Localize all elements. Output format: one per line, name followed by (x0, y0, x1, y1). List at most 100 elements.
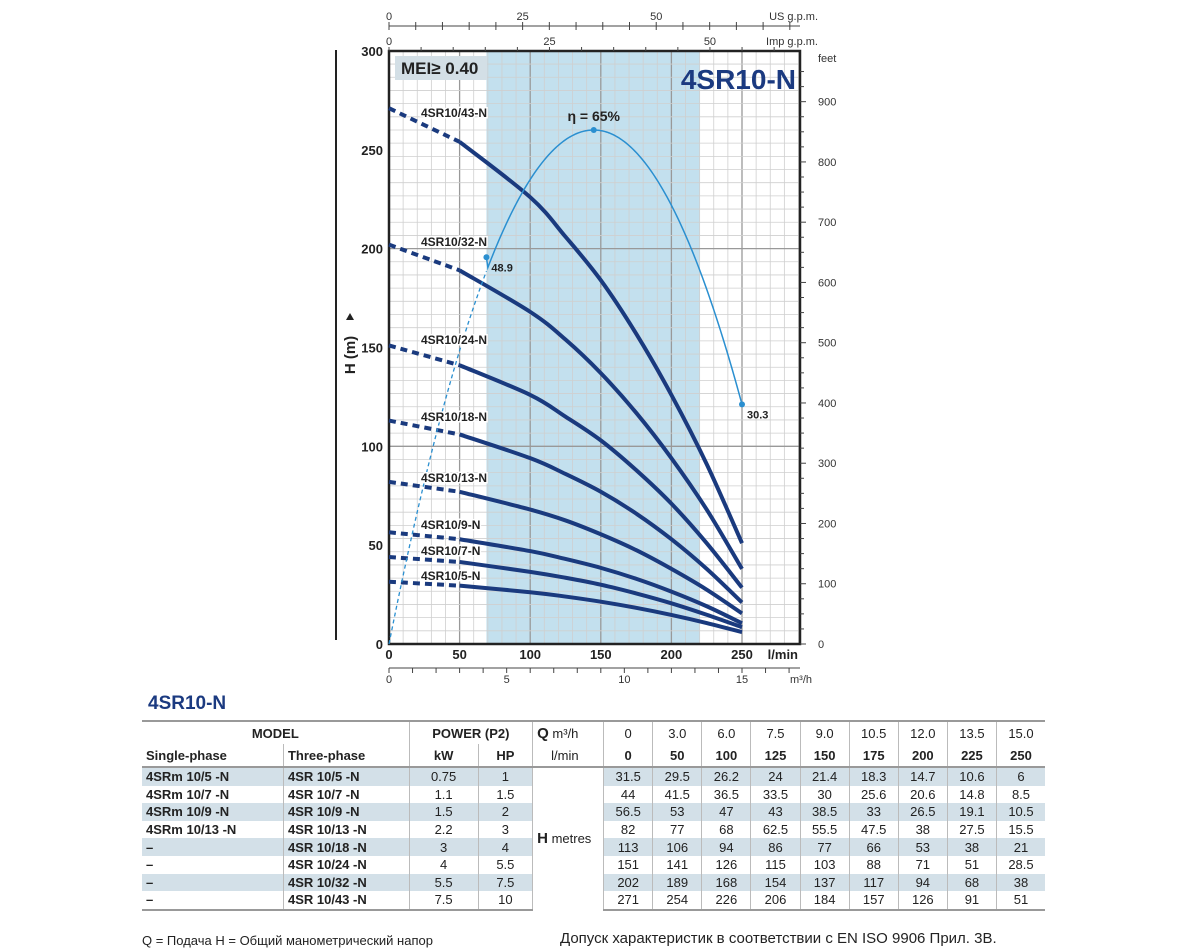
head-value: 77 (800, 838, 850, 856)
head-value: 62.5 (750, 820, 801, 839)
y-axis-arrow-icon (346, 313, 354, 320)
us-gpm-tick-label: 50 (650, 11, 662, 23)
q-m3h-value: 7.5 (750, 720, 801, 744)
head-value: 56.5 (603, 803, 654, 821)
head-value: 26.5 (898, 803, 948, 821)
pump-curve-dashed (388, 343, 461, 368)
feet-tick-label: 700 (818, 217, 836, 229)
q-m3h-value: 12.0 (898, 720, 948, 744)
table-row: –4SR 10/43 -N 7.5 10 271 254 226 206 184 157 126 9… (142, 891, 1045, 911)
head-value: 31.5 (603, 767, 654, 786)
power-hp: 2 (478, 803, 534, 821)
three-phase-model: 4SR 10/24 -N (283, 855, 410, 874)
head-value: 47 (701, 803, 752, 821)
head-value: 184 (800, 891, 850, 911)
pump-curve (459, 537, 743, 626)
curve-label: 4SR10/18-N (421, 410, 487, 424)
head-value: 55.5 (800, 820, 850, 839)
efficiency-point (483, 254, 490, 261)
header-model: MODEL (142, 720, 410, 744)
m3h-tick-label: 10 (618, 674, 630, 686)
head-value: 202 (603, 873, 654, 892)
head-value: 36.5 (701, 785, 752, 804)
pump-curve (459, 583, 743, 635)
q-m3h-value: 3.0 (652, 720, 703, 744)
head-value: 71 (898, 855, 948, 874)
pump-curve (458, 432, 744, 604)
q-lmin-value: 150 (800, 744, 850, 768)
head-value: 33.5 (750, 785, 801, 804)
y-tick-label: 300 (361, 44, 383, 59)
pump-curve-dashed (388, 579, 460, 588)
x-tick-label: 250 (731, 647, 753, 662)
three-phase-model: 4SR 10/43 -N (283, 891, 410, 911)
curve-label: 4SR10/32-N (421, 235, 487, 249)
head-value: 26.2 (701, 767, 752, 786)
table-row: 4SRm 10/7 -N 4SR 10/7 -N 1.1 1.5 44 41.5 36.5 3… (142, 785, 1045, 804)
head-value: 103 (800, 855, 850, 874)
pump-curve (459, 489, 744, 616)
pump-curve-dashed (388, 242, 461, 273)
head-value: 226 (701, 891, 752, 911)
curve-label: 4SR10/43-N (421, 106, 487, 120)
head-value: 141 (652, 855, 703, 874)
efficiency-peak-label: η = 65% (567, 108, 620, 124)
head-value: 47.5 (849, 820, 899, 839)
us-gpm-tick-label: 0 (386, 11, 392, 23)
head-value: 44 (603, 785, 654, 804)
head-value: 254 (652, 891, 703, 911)
single-phase-model: – (142, 891, 284, 911)
curve-label: 4SR10/9-N (421, 518, 480, 532)
head-value: 18.3 (849, 767, 899, 786)
q-m3h-value: 10.5 (849, 720, 899, 744)
efficiency-point-label: 48.9 (491, 262, 512, 274)
head-value: 53 (898, 838, 948, 856)
head-value: 8.5 (1011, 786, 1031, 802)
head-value: 86 (750, 838, 801, 856)
head-value: 106 (652, 838, 703, 856)
header-kw: kW (409, 744, 479, 768)
chart-title: 4SR10-N (681, 64, 796, 95)
x-tick-label: 50 (452, 647, 466, 662)
q-m3h-value: 6.0 (701, 720, 752, 744)
single-phase-model: 4SRm 10/5 -N (142, 767, 284, 786)
head-value: 113 (603, 838, 654, 856)
head-value: 33 (849, 803, 899, 821)
pump-curve (458, 140, 744, 544)
y-tick-label: 100 (361, 439, 383, 454)
head-value: 157 (849, 891, 899, 911)
h-symbol: H (537, 830, 548, 848)
head-value: 88 (849, 855, 899, 874)
head-value: 15.5 (1008, 822, 1034, 838)
pump-curve-dashed (388, 530, 460, 542)
head-value: 6 (996, 767, 1045, 786)
power-hp: 1 (478, 767, 534, 786)
three-phase-model: 4SR 10/9 -N (283, 803, 410, 821)
m3h-tick-label: 15 (736, 674, 748, 686)
tolerance-note: Допуск характеристик в соответствии с EN… (560, 930, 997, 947)
q-unit-m3h: m³/h (552, 725, 579, 741)
h-metres-label: H metres (532, 767, 605, 910)
header-q: Q m³/h (532, 720, 605, 744)
head-value: 20.6 (898, 785, 948, 804)
head-value: 14.7 (898, 767, 948, 786)
table-row: 4SRm 10/5 -N 4SR 10/5 -N 0.75 1 H metres 31.5… (142, 767, 1045, 910)
head-value: 51 (996, 891, 1045, 911)
us-gpm-tick-label: 25 (516, 11, 528, 23)
three-phase-model: 4SR 10/5 -N (283, 767, 410, 786)
head-value: 27.5 (947, 820, 997, 839)
q-lmin-value: 200 (898, 744, 948, 768)
head-value: 21.4 (800, 767, 850, 786)
y-tick-label: 50 (369, 538, 383, 553)
table-row: –4SR 10/24 -N 4 5.5 151 141 126 115 103 88 71 51 28… (142, 855, 1045, 874)
legend-note: Q = Подача H = Общий манометрический нап… (142, 933, 433, 948)
power-hp: 3 (478, 820, 534, 839)
table-row: –4SR 10/18 -N 3 4 113 106 94 86 77 66 53 38 21 (142, 838, 1045, 856)
header-hp: HP (478, 744, 534, 768)
power-kw: 2.2 (409, 820, 479, 839)
three-phase-model: 4SR 10/18 -N (283, 838, 410, 856)
q-lmin-value: 175 (849, 744, 899, 768)
three-phase-model: 4SR 10/13 -N (283, 820, 410, 839)
q-lmin-value: 250 (996, 744, 1045, 768)
